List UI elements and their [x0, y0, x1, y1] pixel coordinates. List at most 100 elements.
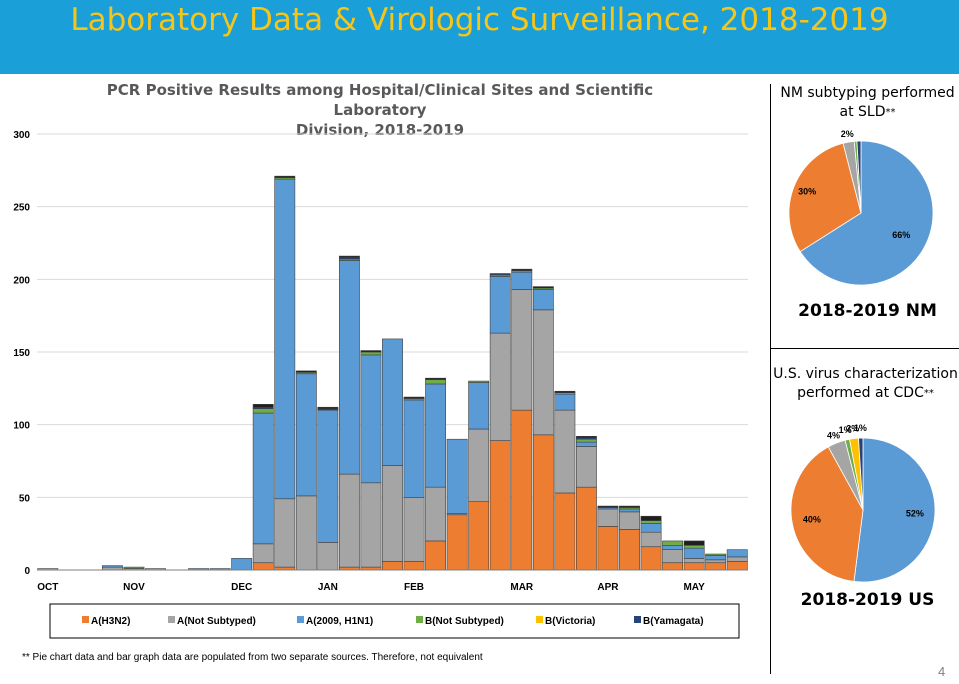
x-tick-label: OCT — [37, 582, 58, 593]
pie-slice-a-h3n2 — [788, 142, 862, 253]
bar-segment-a-h3n2 — [446, 514, 468, 571]
pie-slice-b-yamagata — [856, 140, 862, 214]
bar-segment-a-h3n2 — [662, 562, 684, 571]
bar-segment-a-not-subtyped — [575, 446, 597, 488]
legend-swatch-b-yamagata — [634, 616, 641, 623]
pie-nm-title-mark: ** — [885, 107, 896, 118]
pie-nm-title: NM subtyping performed at SLD** — [776, 84, 959, 122]
bar-segment-a-2009-h1n1 — [489, 276, 511, 334]
bar-segment-a-2009-h1n1 — [317, 409, 339, 543]
legend-swatch-a-2009-h1n1 — [297, 616, 304, 623]
pie-label-b-victoria: 2% — [846, 424, 859, 434]
legend-label-b-not-subtyped: B(Not Subtyped) — [425, 616, 504, 627]
bar-segment-b-not-subtyped — [468, 380, 490, 383]
bar-segment-unknown — [274, 175, 296, 178]
bar-segment-a-2009-h1n1 — [662, 544, 684, 550]
bar-segment-unknown — [317, 406, 339, 409]
legend-swatch-b-victoria — [536, 616, 543, 623]
bar-segment-a-not-subtyped — [338, 473, 360, 568]
bar-segment-unknown — [403, 396, 425, 399]
bar-segment-a-not-subtyped — [726, 556, 748, 562]
bar-segment-a-2009-h1n1 — [683, 547, 705, 559]
y-tick-label: 100 — [13, 421, 30, 432]
pie-us-title-mark: ** — [923, 388, 934, 399]
pie-us-title-text: U.S. virus characterization performed at… — [773, 366, 958, 401]
pie-label-a-2009-h1n1: 52% — [906, 508, 924, 518]
x-tick-label: DEC — [231, 582, 252, 593]
bar-chart: 0 50 100 150 200 250 300 OCT NOV DEC JAN FEB MAR APR M… — [13, 130, 748, 639]
divider-vertical — [770, 84, 771, 674]
bar-segment-a-h3n2 — [252, 562, 274, 571]
bar-segment-b-not-subtyped — [705, 553, 727, 556]
legend-swatch-a-not-subtyped — [168, 616, 175, 623]
bar-segment-a-h3n2 — [597, 526, 619, 571]
pie-nm-caption: 2018-2019 NM — [798, 301, 937, 321]
pie-chart-nm: 66% 30% 2% — [788, 129, 934, 286]
bar-segment-a-not-subtyped — [511, 289, 533, 411]
bar-segment-unknown — [338, 255, 360, 258]
bar-segment-a-2009-h1n1 — [425, 383, 447, 488]
bar-segment-unknown — [252, 404, 274, 408]
x-tick-label: APR — [597, 582, 619, 593]
bar-segment-b-not-subtyped — [123, 566, 145, 569]
bar-segment-unknown — [640, 515, 662, 521]
bar-segment-b-not-subtyped — [662, 540, 684, 546]
slide-title: Laboratory Data & Virologic Surveillance… — [70, 2, 889, 38]
x-tick-label: MAY — [683, 582, 705, 593]
pie-label-a-h3n2: 40% — [803, 515, 821, 525]
x-tick-label: JAN — [318, 582, 338, 593]
bar-segment-a-2009-h1n1 — [640, 523, 662, 533]
bar-segment-unknown — [295, 370, 317, 373]
pie-slice-a-h3n2 — [790, 446, 864, 582]
bar-segment-b-not-subtyped — [360, 351, 382, 356]
bar-segment-unknown — [554, 390, 576, 393]
bar-segment-a-h3n2 — [511, 409, 533, 571]
bar-segment-b-not-subtyped — [252, 408, 274, 414]
bar-segment-unknown — [511, 268, 533, 271]
bar-segment-a-h3n2 — [532, 434, 554, 571]
legend-box — [49, 603, 740, 639]
bar-segment-b-not-subtyped — [683, 544, 705, 549]
legend-swatch-a-h3n2 — [82, 616, 89, 623]
legend-label-b-yamagata: B(Yamagata) — [643, 616, 704, 627]
bar-segment-a-h3n2 — [726, 560, 748, 571]
page-number: 4 — [938, 664, 946, 679]
bar-segment-a-h3n2 — [683, 562, 705, 571]
bar-segment-a-not-subtyped — [489, 332, 511, 441]
bar-segment-a-2009-h1n1 — [554, 393, 576, 411]
pie-label-a-not-subtyped: 4% — [827, 431, 840, 441]
bar-segment-a-not-subtyped — [295, 495, 317, 571]
bar-segment-a-h3n2 — [382, 560, 403, 571]
bar-segment-unknown — [360, 350, 382, 353]
bar-segment-a-not-subtyped — [317, 542, 339, 571]
bar-segment-a-not-subtyped — [532, 309, 554, 436]
bar-segment-a-2009-h1n1 — [511, 271, 533, 290]
bar-segment-a-not-subtyped — [554, 409, 576, 494]
bar-segment-b-yamagata — [489, 273, 511, 276]
bar-segment-a-not-subtyped — [425, 486, 447, 542]
bar-segment-a-not-subtyped — [640, 531, 662, 548]
bar-segment-a-h3n2 — [489, 440, 511, 571]
bar-segment-a-2009-h1n1 — [360, 354, 382, 484]
bar-segment-a-2009-h1n1 — [101, 565, 123, 568]
y-tick-label: 150 — [13, 348, 30, 359]
pie-chart-us: 52%40%4%1%2%1% — [790, 423, 936, 583]
divider-horizontal — [770, 348, 959, 349]
y-tick-label: 0 — [24, 566, 30, 577]
bar-segment-a-not-subtyped — [705, 559, 727, 564]
bar-segment-a-2009-h1n1 — [726, 549, 748, 558]
pie-slice-a-2009-h1n1 — [799, 140, 934, 286]
bar-segment-a-not-subtyped — [468, 428, 490, 502]
bar-segment-a-2009-h1n1 — [575, 441, 597, 447]
y-tick-label: 200 — [13, 275, 30, 286]
bar-segment-a-2009-h1n1 — [468, 382, 490, 430]
bar-segment-a-h3n2 — [640, 546, 662, 571]
y-tick-label: 50 — [19, 493, 31, 504]
bar-segment-a-h3n2 — [619, 529, 640, 571]
bar-segment-a-2009-h1n1 — [382, 338, 403, 466]
bar-segment-a-2009-h1n1 — [619, 508, 640, 513]
pie-label-a-not-subtyped: 2% — [841, 129, 854, 139]
pie-label-a-h3n2: 30% — [798, 187, 816, 197]
bar-segment-b-not-subtyped — [575, 438, 597, 443]
bar-segment-unknown — [683, 540, 705, 546]
